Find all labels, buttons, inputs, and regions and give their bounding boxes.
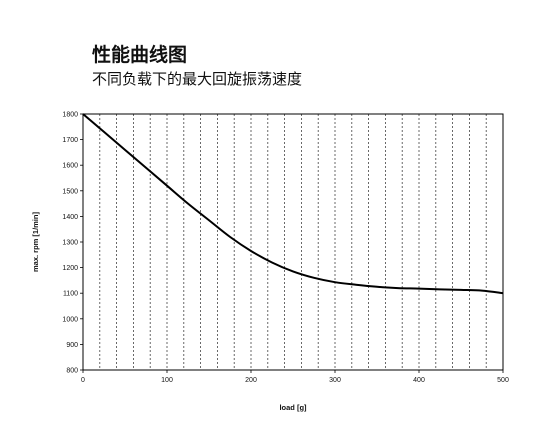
x-axis-label: load [g] [279,403,307,412]
y-tick-label: 1200 [62,265,78,272]
plot-frame [82,113,504,371]
y-tick-label: 1800 [62,112,78,119]
y-tick-label: 1500 [62,188,78,195]
y-tick-label: 1300 [62,240,78,247]
y-axis-label: max. rpm [1/min] [31,211,40,272]
x-tick-label: 500 [497,377,509,384]
chart-subtitle: 不同负载下的最大回旋振荡速度 [92,70,303,88]
x-tick-label: 400 [413,377,425,384]
y-tick-labels: 800 900 1000 1100 1200 1300 1400 1500 1600 1700 18… [62,112,78,375]
performance-curve [82,113,504,295]
x-tick-label: 100 [161,377,173,384]
y-tick-label: 1000 [62,316,78,323]
chart-title: 性能曲线图 [92,44,188,66]
x-tick-label: 200 [245,377,257,384]
y-tick-label: 900 [66,342,78,349]
y-tick-label: 1700 [62,137,78,144]
tick-marks [80,113,504,373]
y-tick-label: 800 [66,368,78,375]
grid-lines [99,114,487,370]
x-tick-labels: 0 100 200 300 400 500 [81,377,509,384]
y-tick-label: 1600 [62,163,78,170]
x-tick-label: 300 [329,377,341,384]
x-tick-label: 0 [81,377,85,384]
y-tick-label: 1400 [62,214,78,221]
y-tick-label: 1100 [63,291,78,298]
